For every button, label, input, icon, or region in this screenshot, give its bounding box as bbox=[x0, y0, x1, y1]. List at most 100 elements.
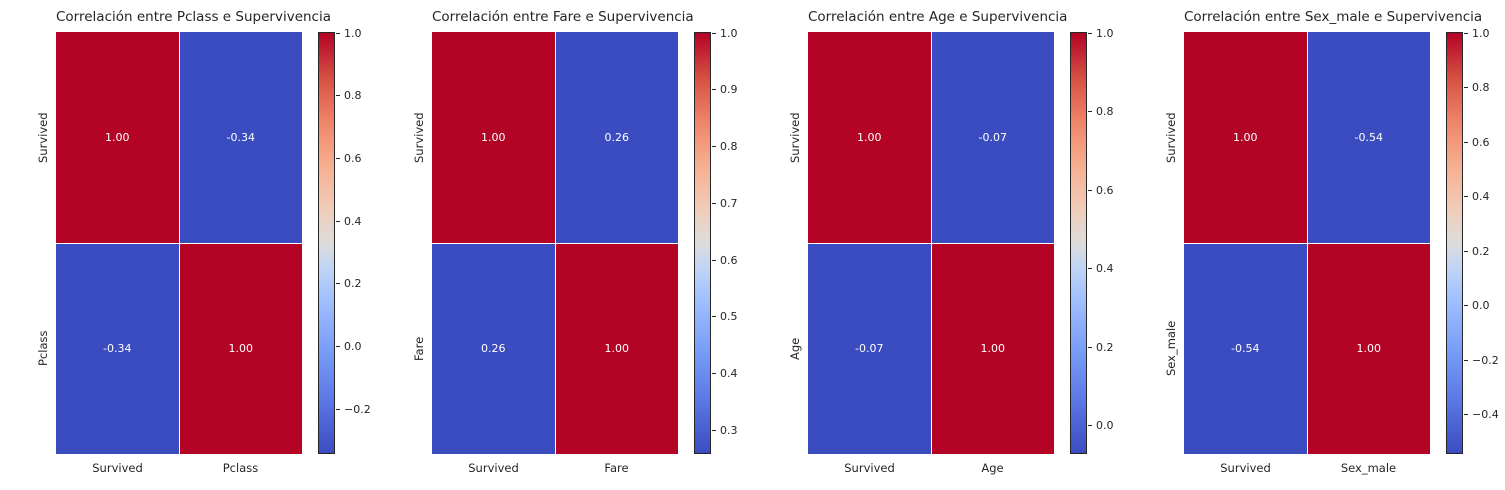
colorbar-tick-mark bbox=[712, 259, 716, 261]
colorbar-tick-label: 0.8 bbox=[1472, 81, 1490, 95]
heatmap-grid: 1.00 -0.34 -0.34 1.00 bbox=[56, 32, 302, 454]
heatmap-plot-area: 1.00 0.26 0.26 1.00 bbox=[432, 32, 678, 454]
colorbar-tick-mark bbox=[336, 95, 340, 97]
colorbar-tick-label: 0.6 bbox=[720, 253, 738, 267]
colorbar-area: 1.0 0.8 0.6 0.4 0.2 0.0 −0.2 bbox=[302, 27, 392, 454]
colorbar-tick-label: 0.3 bbox=[720, 423, 738, 437]
colorbar-tick-label: −0.4 bbox=[1472, 408, 1499, 422]
heatmap-cell: 1.00 bbox=[179, 243, 302, 454]
colorbar-tick-label: 0.0 bbox=[1096, 419, 1114, 433]
heatmap-cell: -0.34 bbox=[179, 32, 302, 243]
colorbar-tick-mark bbox=[336, 32, 340, 34]
heatmap-panel-pclass: Correlación entre Pclass e Supervivencia… bbox=[0, 0, 376, 490]
colorbar: 1.0 0.9 0.8 0.7 0.6 0.5 0.4 0.3 bbox=[694, 27, 738, 454]
x-axis-label: Fare bbox=[604, 461, 629, 475]
y-axis-label: Sex_male bbox=[1164, 320, 1178, 377]
colorbar-tick-label: 0.4 bbox=[1472, 190, 1490, 204]
colorbar-tick-mark bbox=[336, 345, 340, 347]
x-axis: Survived Fare bbox=[432, 454, 678, 486]
y-axis: Survived Fare bbox=[406, 32, 432, 454]
chart-title: Correlación entre Age e Supervivencia bbox=[808, 9, 1068, 25]
colorbar-tick-mark bbox=[712, 202, 716, 204]
x-axis: Survived Sex_male bbox=[1184, 454, 1430, 486]
heatmap-grid: 1.00 -0.54 -0.54 1.00 bbox=[1184, 32, 1430, 454]
colorbar: 1.0 0.8 0.6 0.4 0.2 0.0 −0.2 −0.4 bbox=[1446, 27, 1499, 454]
y-axis-label: Pclass bbox=[36, 330, 50, 367]
x-axis-label: Sex_male bbox=[1340, 461, 1397, 475]
heatmap-plot-area: 1.00 -0.54 -0.54 1.00 bbox=[1184, 32, 1430, 454]
colorbar-tick-mark bbox=[1088, 268, 1092, 269]
colorbar-tick-label: 0.6 bbox=[1472, 135, 1490, 149]
heatmap-cell: -0.07 bbox=[931, 32, 1054, 243]
colorbar-tick-label: 0.0 bbox=[1472, 299, 1490, 313]
colorbar-tick-label: 0.8 bbox=[344, 89, 362, 103]
x-axis: Survived Age bbox=[808, 454, 1054, 486]
colorbar-tick-label: 1.0 bbox=[720, 26, 738, 40]
heatmap-cell: -0.07 bbox=[808, 243, 931, 454]
y-axis: Survived Age bbox=[782, 32, 808, 454]
colorbar-tick-mark bbox=[1088, 346, 1092, 348]
y-axis-label: Survived bbox=[1164, 112, 1178, 163]
heatmap-panel-sex-male: Correlación entre Sex_male e Supervivenc… bbox=[1128, 0, 1504, 490]
colorbar-tick-label: 1.0 bbox=[1472, 26, 1490, 40]
y-axis-label: Age bbox=[788, 337, 802, 360]
colorbar-tick-mark bbox=[336, 408, 340, 410]
colorbar-tick-mark bbox=[1464, 414, 1468, 416]
colorbar-tick-label: 0.5 bbox=[720, 310, 738, 324]
x-axis-label: Survived bbox=[92, 461, 143, 475]
heatmap-cell: -0.54 bbox=[1184, 243, 1307, 454]
colorbar-area: 1.0 0.8 0.6 0.4 0.2 0.0 −0.2 −0.4 bbox=[1430, 27, 1505, 454]
heatmap-cell: 1.00 bbox=[931, 243, 1054, 454]
colorbar-tick-label: 0.4 bbox=[1096, 262, 1114, 275]
colorbar: 1.0 0.8 0.6 0.4 0.2 0.0 −0.2 bbox=[318, 27, 371, 454]
y-axis: Survived Pclass bbox=[30, 32, 56, 454]
colorbar-tick-label: 0.2 bbox=[1472, 244, 1490, 258]
colorbar-tick-mark bbox=[712, 89, 716, 91]
colorbar-tick-mark bbox=[712, 373, 716, 375]
colorbar-area: 1.0 0.9 0.8 0.7 0.6 0.5 0.4 0.3 bbox=[678, 27, 768, 454]
x-axis-label: Survived bbox=[1220, 461, 1271, 475]
heatmap-cell: 1.00 bbox=[1307, 243, 1430, 454]
colorbar-tick-mark bbox=[712, 316, 716, 318]
y-axis-label: Survived bbox=[36, 112, 50, 163]
colorbar-tick-label: 0.8 bbox=[1096, 105, 1114, 118]
colorbar: 1.0 0.8 0.6 0.4 0.2 0.0 bbox=[1070, 27, 1114, 454]
heatmap-cell: 0.26 bbox=[555, 32, 678, 243]
x-axis-label: Pclass bbox=[222, 461, 259, 475]
y-axis-label: Fare bbox=[412, 336, 426, 361]
colorbar-tick-label: 0.6 bbox=[344, 151, 362, 165]
heatmap-plot-area: 1.00 -0.34 -0.34 1.00 bbox=[56, 32, 302, 454]
chart-title: Correlación entre Sex_male e Supervivenc… bbox=[1184, 9, 1483, 25]
colorbar-tick-label: −0.2 bbox=[1472, 353, 1499, 367]
heatmap-cell: 1.00 bbox=[555, 243, 678, 454]
heatmap-grid: 1.00 -0.07 -0.07 1.00 bbox=[808, 32, 1054, 454]
colorbar-tick-mark bbox=[336, 157, 340, 159]
colorbar-tick-mark bbox=[1088, 425, 1092, 427]
colorbar-tick-label: 0.9 bbox=[720, 83, 738, 97]
colorbar-tick-mark bbox=[712, 32, 716, 34]
colorbar-tick-mark bbox=[1464, 359, 1468, 361]
x-axis: Survived Pclass bbox=[56, 454, 302, 486]
colorbar-tick-mark bbox=[1464, 250, 1468, 252]
colorbar-tick-mark bbox=[336, 220, 340, 222]
heatmap-cell: 1.00 bbox=[56, 32, 179, 243]
x-axis-label: Survived bbox=[468, 461, 519, 475]
colorbar-tick-label: 0.7 bbox=[720, 196, 738, 210]
colorbar-tick-mark bbox=[1464, 196, 1468, 198]
colorbar-tick-mark bbox=[1464, 87, 1468, 89]
chart-title: Correlación entre Pclass e Supervivencia bbox=[56, 9, 331, 25]
heatmap-panel-age: Correlación entre Age e Supervivencia Su… bbox=[752, 0, 1128, 490]
heatmap-cell: 1.00 bbox=[808, 32, 931, 243]
colorbar-tick-label: 0.2 bbox=[1096, 340, 1114, 354]
colorbar-tick-label: 1.0 bbox=[344, 26, 362, 40]
colorbar-tick-label: 0.2 bbox=[344, 277, 362, 291]
heatmap-cell: -0.34 bbox=[56, 243, 179, 454]
heatmap-cell: 1.00 bbox=[1184, 32, 1307, 243]
y-axis-label: Survived bbox=[788, 112, 802, 163]
colorbar-tick-label: 0.8 bbox=[720, 140, 738, 153]
colorbar-tick-mark bbox=[1088, 111, 1092, 112]
colorbar-tick-mark bbox=[1464, 141, 1468, 143]
colorbar-tick-mark bbox=[712, 146, 716, 147]
colorbar-tick-label: 1.0 bbox=[1096, 26, 1114, 40]
